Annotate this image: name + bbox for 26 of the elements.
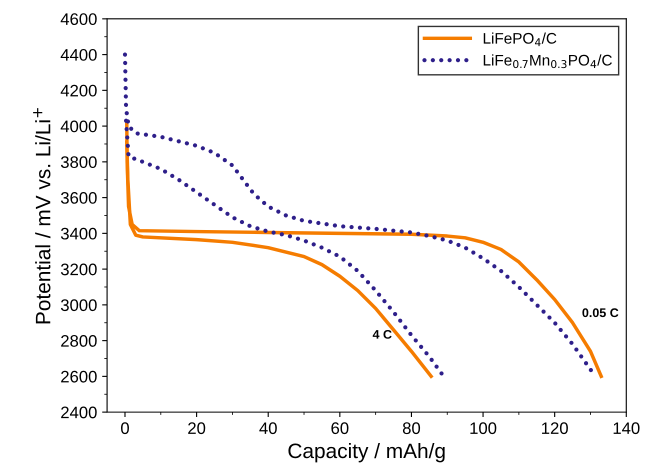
y-tick-label: 2400 xyxy=(61,406,97,418)
annotation: 0.05 C xyxy=(582,308,618,318)
y-tick-label: 4000 xyxy=(60,120,97,132)
x-tick-label: 80 xyxy=(402,422,420,434)
y-tick-label: 3200 xyxy=(60,264,97,276)
y-tick-label: 2600 xyxy=(61,370,97,383)
x-tick-label: 120 xyxy=(542,422,568,434)
y-tick-label: 4600 xyxy=(60,13,97,26)
y-tick-label: 4400 xyxy=(60,48,97,61)
x-axis-title: Capacity / mAh/g xyxy=(288,442,445,462)
x-tick-label: 100 xyxy=(470,422,496,434)
x-tick-label: 60 xyxy=(331,422,348,434)
x-tick-label: 0 xyxy=(121,422,129,434)
y-axis-title: Potential / mV vs. Li/Li$^{+}$ xyxy=(33,108,50,324)
legend-label: LiFe$_{0.7}$Mn$_{0.3}$PO$_{4}$/C xyxy=(484,54,612,68)
y-tick-label: 4200 xyxy=(60,84,97,97)
x-tick-label: 140 xyxy=(614,422,640,434)
y-tick-label: 3600 xyxy=(60,192,97,204)
y-tick-label: 3800 xyxy=(60,156,97,168)
x-tick-label: 20 xyxy=(188,422,206,434)
y-tick-label: 2800 xyxy=(61,335,97,347)
y-tick-label: 3400 xyxy=(60,228,97,240)
legend-label: LiFePO$_{4}$/C xyxy=(484,32,556,46)
x-tick-label: 40 xyxy=(259,422,277,434)
annotation: 4 C xyxy=(372,330,392,339)
y-tick-label: 3000 xyxy=(60,299,97,312)
